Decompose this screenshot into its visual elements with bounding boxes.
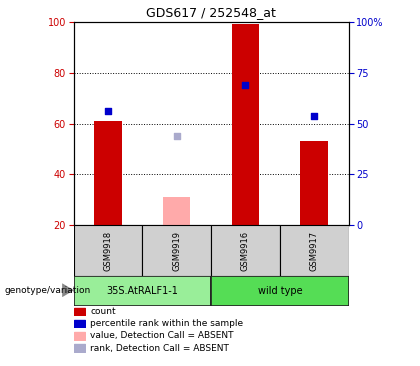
Text: GSM9918: GSM9918 [103,231,113,271]
Text: GSM9916: GSM9916 [241,231,250,271]
Text: count: count [90,307,116,316]
Polygon shape [62,283,74,297]
Bar [211,225,280,276]
Bar [280,225,349,276]
Bar [211,276,349,306]
Text: value, Detection Call = ABSENT: value, Detection Call = ABSENT [90,332,234,340]
Text: 35S.AtRALF1-1: 35S.AtRALF1-1 [106,285,178,296]
Bar [163,197,190,225]
Bar [300,141,328,225]
Bar [232,25,259,225]
Point [173,133,180,139]
Text: genotype/variation: genotype/variation [4,286,90,295]
Point [311,113,318,119]
Bar [94,121,122,225]
Bar [74,225,142,276]
Bar [142,225,211,276]
Text: percentile rank within the sample: percentile rank within the sample [90,320,244,328]
Text: rank, Detection Call = ABSENT: rank, Detection Call = ABSENT [90,344,229,352]
Point [242,82,249,88]
Text: wild type: wild type [257,285,302,296]
Title: GDS617 / 252548_at: GDS617 / 252548_at [146,6,276,19]
Bar [74,276,211,306]
Text: GSM9919: GSM9919 [172,231,181,271]
Point [105,108,111,114]
Text: GSM9917: GSM9917 [310,231,319,271]
